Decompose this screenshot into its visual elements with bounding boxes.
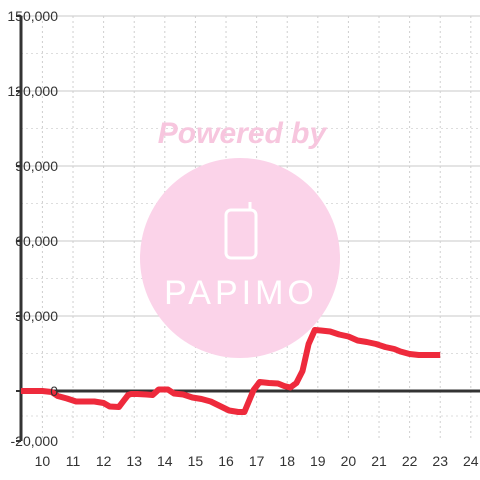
x-tick-label: 13 [126, 453, 142, 469]
x-tick-label: 24 [463, 453, 479, 469]
y-tick-label: 30,000 [15, 308, 58, 324]
x-tick-label: 19 [310, 453, 326, 469]
grid-lines [21, 15, 480, 441]
x-tick-label: 16 [218, 453, 234, 469]
papimo-watermark: Powered by PAPIMO [140, 117, 340, 358]
x-tick-label: 11 [66, 453, 81, 469]
y-tick-label: 150,000 [7, 8, 58, 24]
phone-icon [224, 202, 258, 260]
x-tick-label: 23 [432, 453, 448, 469]
y-tick-label: -20,000 [11, 433, 59, 449]
y-tick-label: 60,000 [15, 233, 58, 249]
y-tick-label: 90,000 [15, 158, 58, 174]
y-tick-label: 0 [50, 383, 58, 399]
series-lines [21, 327, 441, 415]
series-line [21, 327, 441, 415]
tick-labels: -20,000 0 30,000 60,000 90,000 120,000 150,000… [7, 8, 478, 469]
watermark-powered-by-text: Powered by [158, 117, 328, 150]
x-tick-label: 18 [279, 453, 295, 469]
y-tick-label: 120,000 [7, 83, 58, 99]
x-tick-label: 14 [157, 453, 173, 469]
watermark-logo-text: PAPIMO [164, 274, 318, 312]
x-tick-label: 15 [188, 453, 204, 469]
x-tick-label: 10 [35, 453, 51, 469]
x-tick-label: 22 [402, 453, 418, 469]
x-tick-label: 21 [371, 453, 387, 469]
x-tick-label: 20 [341, 453, 357, 469]
x-tick-label: 12 [96, 453, 112, 469]
x-tick-label: 17 [249, 453, 265, 469]
